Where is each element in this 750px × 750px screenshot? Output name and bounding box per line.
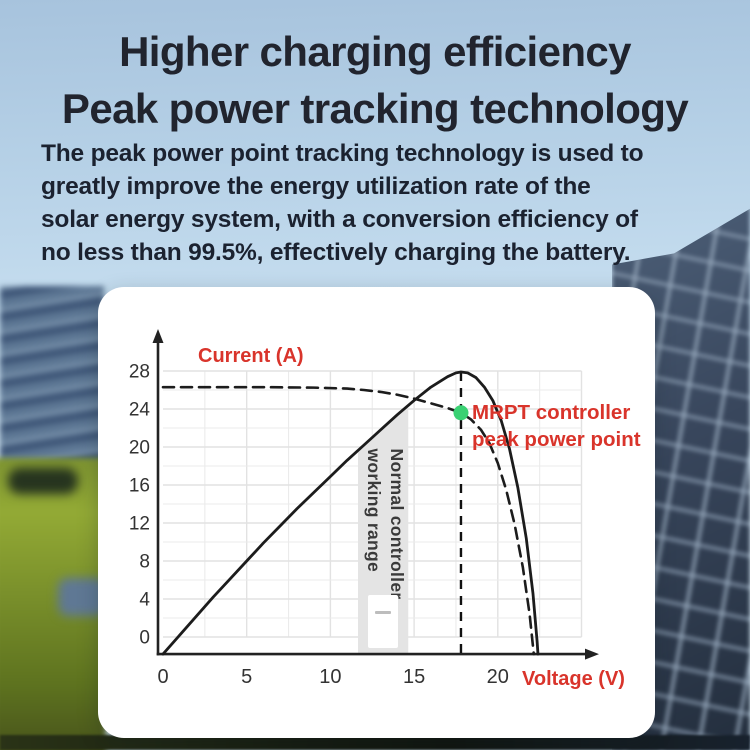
y-tick-label: 28 xyxy=(129,362,150,383)
x-tick-label: 15 xyxy=(403,666,425,688)
y-tick-label: 16 xyxy=(129,476,150,497)
peak-power-point-dot xyxy=(453,405,469,421)
peak-point-annotation: MRPT controller peak power point xyxy=(472,399,641,453)
x-axis-arrow xyxy=(585,648,599,660)
bottom-ground-strip xyxy=(0,735,750,750)
y-tick-label: 20 xyxy=(129,438,150,459)
y-tick-label: 12 xyxy=(129,514,150,535)
band-label-line-2: working range xyxy=(364,448,384,573)
watermark-box xyxy=(368,595,398,648)
x-tick-label: 0 xyxy=(157,666,168,688)
page-title-line-2: Peak power tracking technology xyxy=(61,85,689,132)
peak-annotation-line-2: peak power point xyxy=(472,428,641,451)
solar-panel-field-left xyxy=(0,286,104,486)
y-tick-label: 8 xyxy=(139,552,150,573)
peak-annotation-line-1: MRPT controller xyxy=(472,401,631,424)
x-axis-label: Voltage (V) xyxy=(522,668,625,690)
description-line: solar energy system, with a conversion e… xyxy=(41,206,638,233)
description-line: no less than 99.5%, effectively charging… xyxy=(41,239,631,266)
y-tick-label: 4 xyxy=(139,590,150,611)
y-tick-label: 0 xyxy=(139,628,150,649)
normal-controller-band-label: Normal controller working range xyxy=(362,449,408,600)
description-line: greatly improve the energy utilization r… xyxy=(41,173,591,200)
y-axis-label: Current (A) xyxy=(198,345,304,367)
grass-dark-patch xyxy=(8,468,78,494)
band-label-line-1: Normal controller xyxy=(387,448,407,600)
x-tick-label: 10 xyxy=(319,666,341,688)
watermark-mark xyxy=(375,611,391,614)
description: The peak power point tracking technology… xyxy=(41,137,721,269)
iv-curve-chart: 0 4 8 12 16 20 24 28 0 5 10 15 20 xyxy=(129,329,599,688)
page-title: Higher charging efficiency Peak power tr… xyxy=(0,23,750,137)
y-tick-label: 24 xyxy=(129,400,151,421)
page-title-line-1: Higher charging efficiency xyxy=(119,28,631,75)
description-line: The peak power point tracking technology… xyxy=(41,140,644,167)
x-tick-label: 5 xyxy=(241,666,252,688)
y-axis-arrow xyxy=(152,329,164,343)
series-solid-curve xyxy=(161,370,540,656)
chart-card: 0 4 8 12 16 20 24 28 0 5 10 15 20 Current (A) Voltag… xyxy=(98,287,655,738)
normal-controller-band xyxy=(358,407,409,655)
x-tick-label: 20 xyxy=(487,666,509,688)
